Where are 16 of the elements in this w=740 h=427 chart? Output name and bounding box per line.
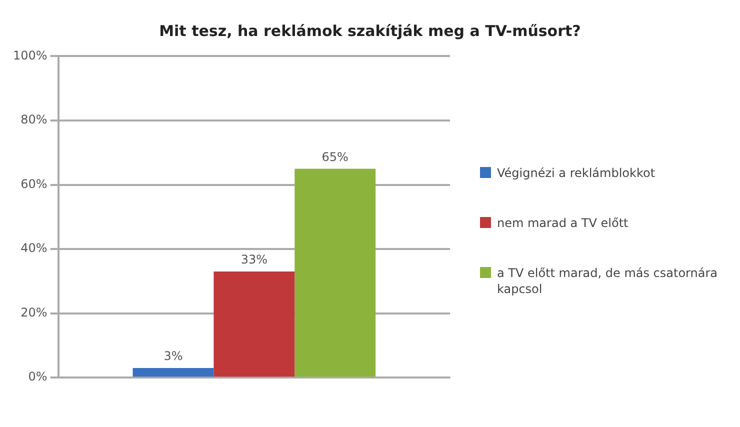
- bar: [214, 272, 295, 377]
- data-label: 65%: [322, 150, 348, 164]
- data-label: 3%: [164, 349, 183, 364]
- bar: [132, 368, 214, 377]
- bar: [294, 168, 376, 377]
- y-tick-label: 40%: [20, 241, 48, 256]
- y-tick-label: 0%: [28, 370, 48, 384]
- y-tick-label: 100%: [12, 48, 48, 62]
- legend-label: Végignézi a reklámblokkot: [497, 165, 656, 181]
- y-tick-label: 80%: [20, 112, 48, 127]
- legend-label: nem marad a TV előtt: [497, 215, 628, 231]
- data-label: 33%: [240, 252, 268, 267]
- y-tick-label: 20%: [20, 305, 48, 320]
- y-tick-label: 60%: [20, 176, 48, 191]
- chart-title: Mit tesz, ha reklámok szakítják meg a TV-műsort?: [158, 21, 582, 42]
- legend-label: a TV előtt marad, de más csatornára kapcsol: [497, 265, 719, 297]
